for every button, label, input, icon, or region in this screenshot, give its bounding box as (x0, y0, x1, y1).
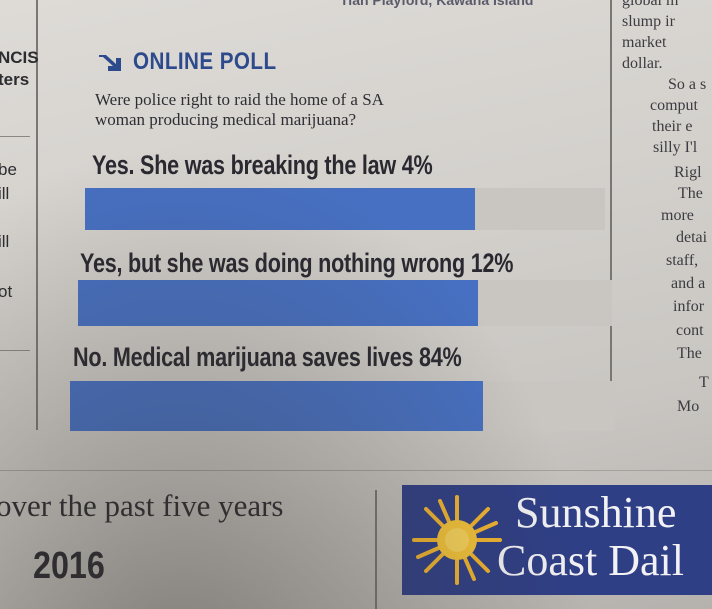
poll-bar (85, 188, 475, 230)
left-fragment: ters (0, 70, 30, 89)
right-column-line: T (699, 374, 709, 391)
right-column-line: infor (673, 298, 705, 315)
poll-header: ONLINE POLL (97, 48, 300, 76)
right-column-rule (610, 0, 612, 420)
poll-question: Were police right to raid the home of a … (95, 90, 384, 129)
poll-option-label: No. Medical marijuana saves lives 84% (73, 342, 462, 372)
right-column-line: slump ir (622, 13, 675, 30)
year-label: 2016 (33, 545, 105, 587)
right-column-line: market (622, 34, 667, 51)
top-byline-fragment: Tiah Playford, Kawana Island (340, 0, 534, 8)
poll-bar (70, 381, 483, 431)
right-column-line: silly I'l (653, 139, 698, 156)
arrow-down-right-icon (99, 55, 121, 71)
promo-title-line2: Coast Dail (497, 536, 684, 585)
right-column-line: and a (671, 275, 706, 292)
right-column-line: Rigl (674, 164, 702, 181)
sun-icon (412, 495, 502, 585)
right-column-line: staff, (666, 252, 699, 269)
right-column-line: The (677, 345, 702, 362)
right-column-line: detai (676, 229, 708, 246)
poll-option-label: Yes, but she was doing nothing wrong 12% (80, 248, 514, 278)
poll-bar (78, 280, 478, 326)
right-column-line: comput (650, 97, 698, 114)
left-fragment: NCIS (0, 48, 39, 67)
right-column-line: dollar. (622, 55, 663, 72)
bottom-column-rule (375, 490, 377, 609)
right-column-line: cont (676, 322, 704, 339)
left-column-rule (36, 0, 38, 430)
right-column-line: The (678, 185, 703, 202)
left-fragment: ill (0, 184, 10, 203)
bottom-section-rule (0, 470, 712, 471)
right-column-line: their e (652, 118, 693, 135)
left-rule-2 (0, 350, 30, 351)
left-rule-1 (0, 136, 30, 137)
left-fragment: ot (0, 282, 13, 301)
poll-title: ONLINE POLL (133, 48, 277, 75)
right-column-line: Mo (677, 398, 700, 415)
left-fragment: be (0, 160, 17, 179)
poll-option-label: Yes. She was breaking the law 4% (92, 150, 433, 180)
bottom-headline-fragment: over the past five years (0, 488, 284, 523)
left-fragment: ill (0, 232, 10, 251)
right-column-line: So a s (668, 76, 707, 93)
promo-title-line1: Sunshine (515, 488, 677, 537)
right-column-line: global m (622, 0, 679, 9)
right-column-line: more (661, 207, 694, 224)
